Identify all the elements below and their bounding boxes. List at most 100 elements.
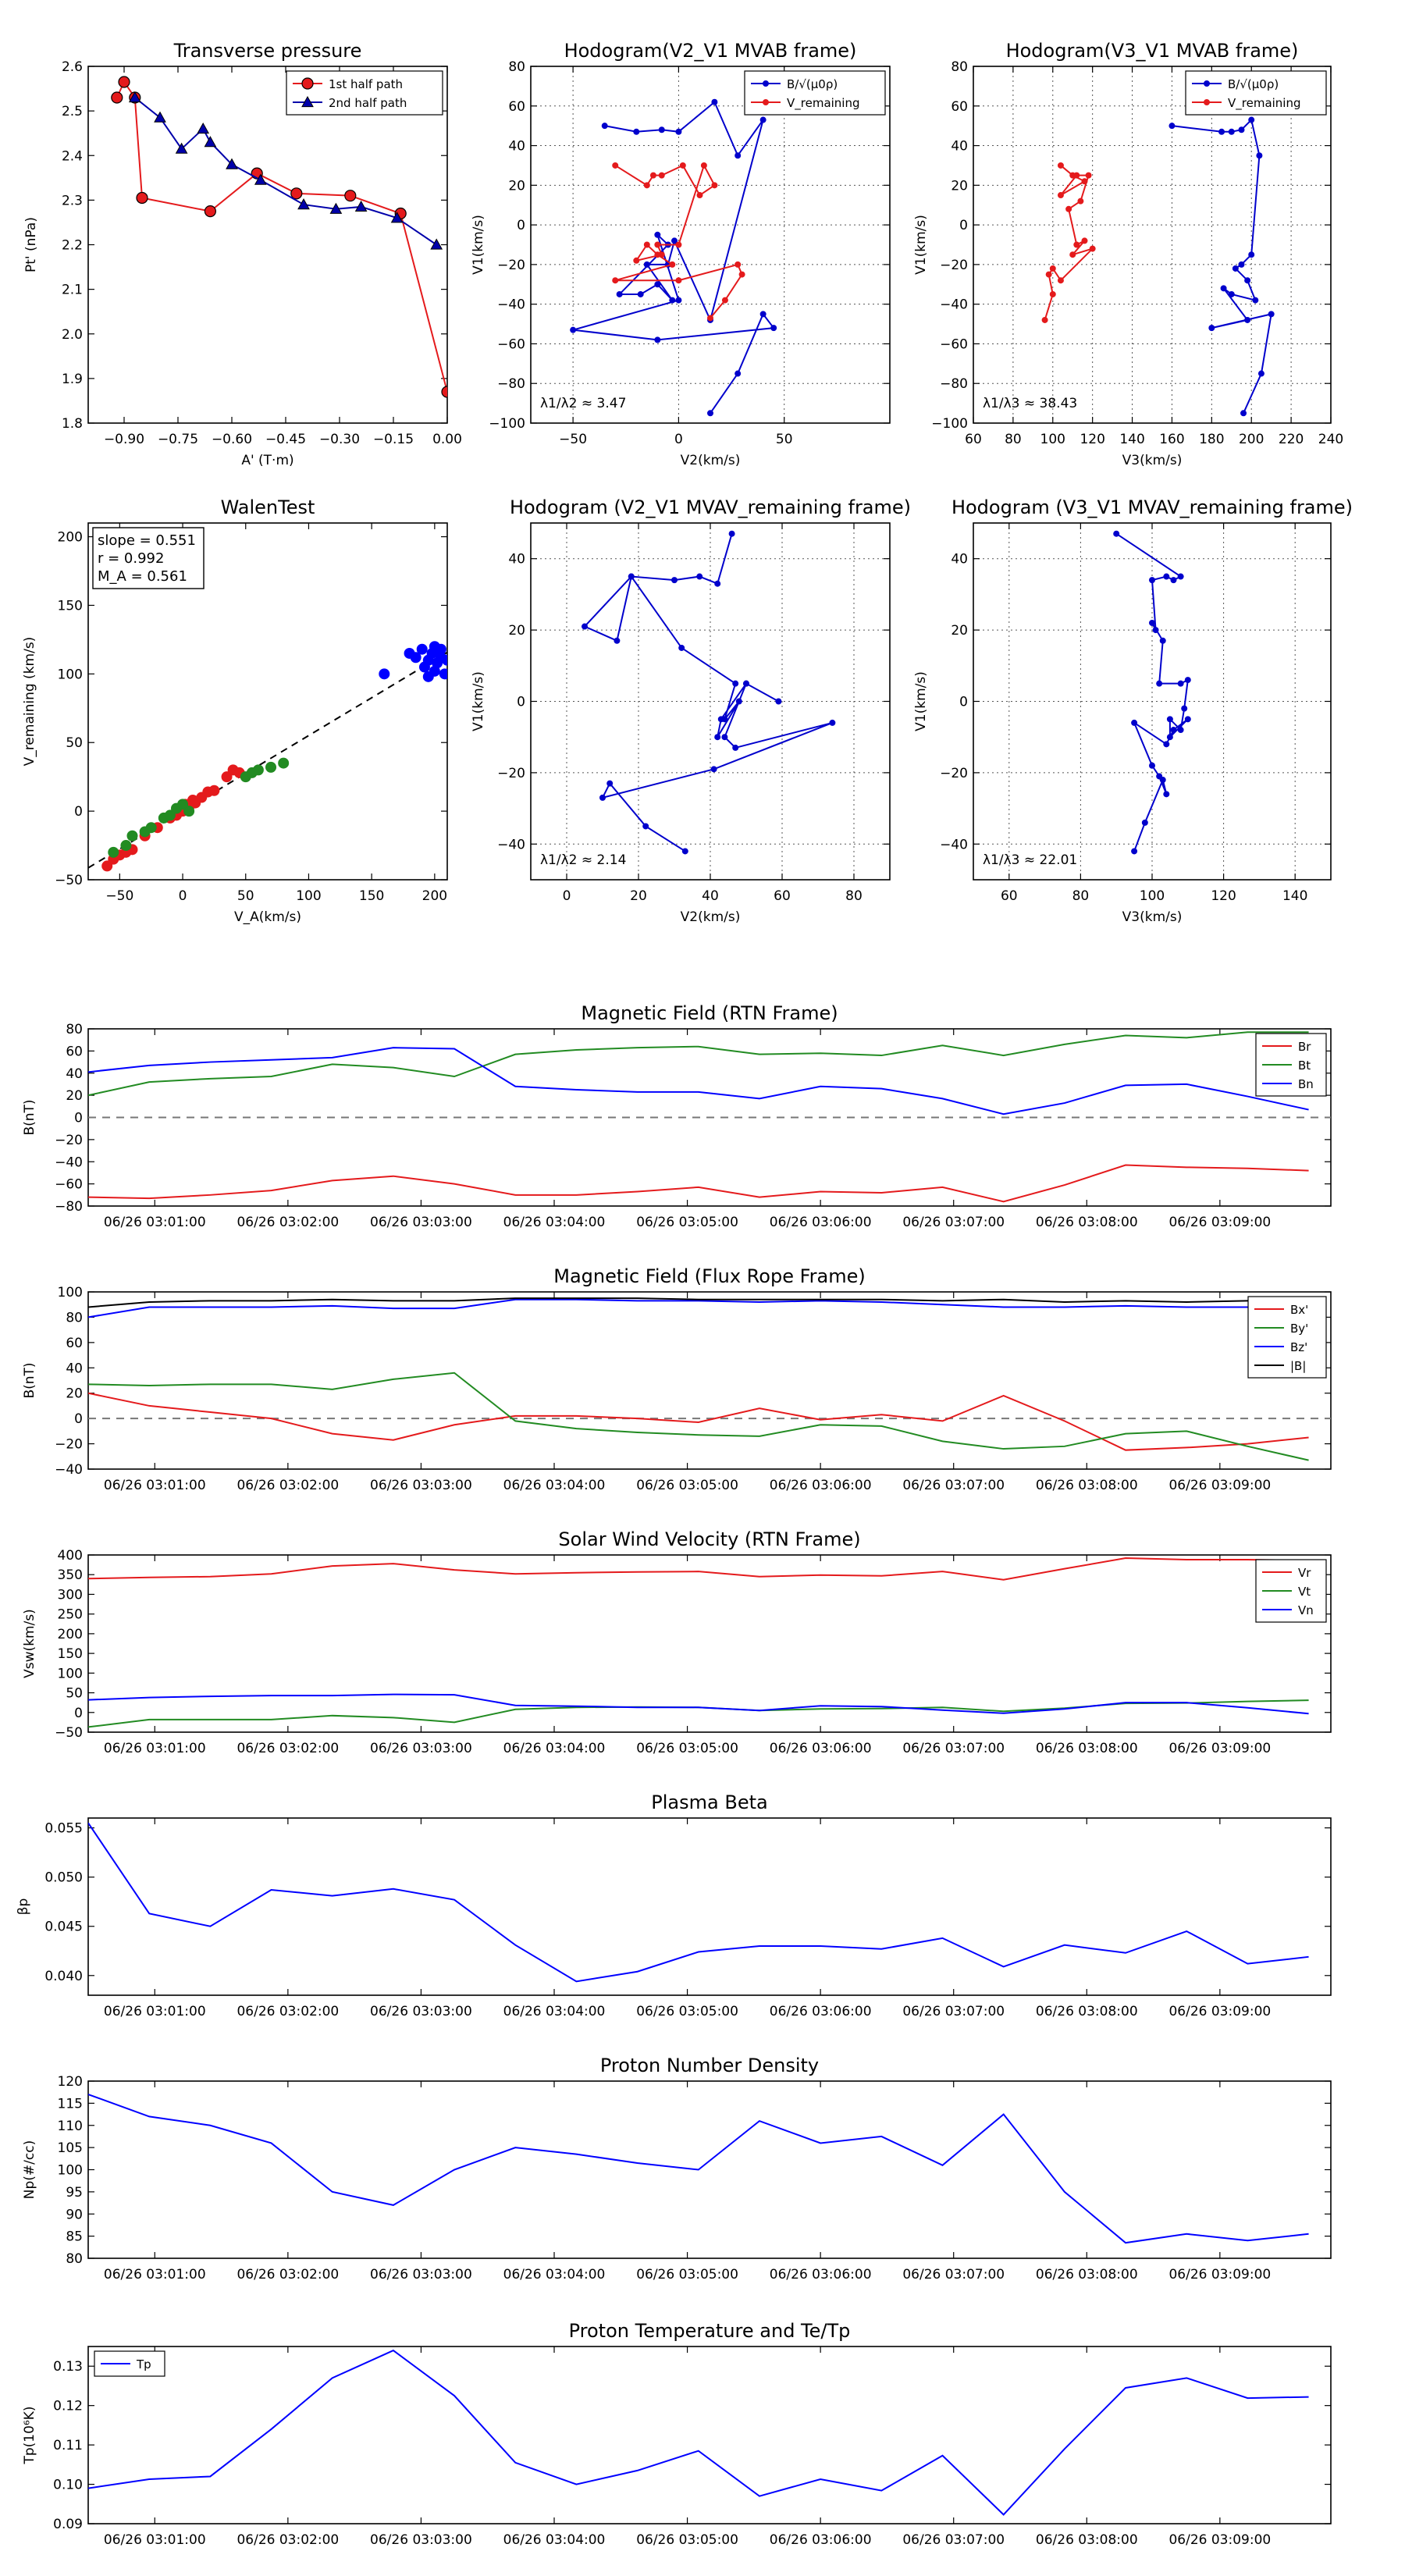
x-tick-label: 06/26 03:04:00 [503, 2267, 606, 2282]
y-tick-label: 2.3 [62, 193, 83, 208]
y-tick-label: 100 [58, 1285, 83, 1300]
data-point [1181, 705, 1188, 712]
x-tick-label: 06/26 03:04:00 [503, 1478, 606, 1493]
y-tick-label: 0.040 [44, 1969, 83, 1984]
data-point [1177, 727, 1184, 734]
y-tick-label: 20 [951, 623, 968, 639]
legend: Tp [94, 2350, 165, 2377]
plot-area [1041, 116, 1275, 417]
mag_rtn-panel: 06/26 03:01:00 06/26 03:02:00 06/26 03:03:… [22, 1002, 1332, 1230]
x-tick-label: 80 [1005, 432, 1022, 447]
y-tick-label: −20 [55, 1133, 83, 1148]
x-tick-label: 06/26 03:06:00 [770, 2004, 872, 2019]
data-point [1238, 126, 1245, 133]
y-tick-label: 60 [508, 99, 525, 115]
data-point [732, 680, 739, 687]
legend: B/√(μ0ρ) V_remaining [1185, 70, 1327, 116]
x-tick-label: 06/26 03:06:00 [770, 1478, 872, 1493]
legend-box [286, 70, 443, 116]
data-point [1057, 162, 1064, 169]
x-axis-label: A' (T·m) [241, 453, 293, 468]
data-point [1156, 680, 1163, 687]
x-tick-label: 06/26 03:09:00 [1168, 2004, 1271, 2019]
x-axis-label: V2(km/s) [681, 453, 741, 468]
data-point [1077, 197, 1084, 205]
y-tick-label: −80 [940, 376, 968, 392]
y-tick-label: −50 [55, 873, 83, 888]
y-tick-label: 0 [959, 695, 968, 710]
x-tick-label: 160 [1159, 432, 1184, 447]
data-point [732, 744, 739, 751]
data-point [1152, 627, 1159, 634]
x-tick-label: 06/26 03:02:00 [237, 2267, 339, 2282]
x-tick-label: 06/26 03:08:00 [1036, 1215, 1138, 1230]
y-tick-label: 200 [58, 530, 83, 546]
data-point [1170, 727, 1177, 734]
scatter-point [416, 643, 428, 655]
y-tick-label: −20 [940, 258, 968, 273]
x-tick-label: 06/26 03:03:00 [370, 2532, 472, 2548]
chart-title: Magnetic Field (Flux Rope Frame) [553, 1265, 865, 1287]
data-point [1149, 619, 1155, 626]
data-point [612, 162, 619, 169]
data-point [128, 91, 141, 103]
data-point [669, 297, 676, 304]
legend-label: B/√(μ0ρ) [787, 77, 838, 91]
x-tick-label: 06/26 03:04:00 [503, 2004, 606, 2019]
series-line [88, 1164, 1309, 1203]
y-tick-label: 0.12 [53, 2399, 83, 2414]
y-tick-label: 0.045 [44, 1920, 83, 1935]
data-point [728, 530, 735, 537]
y-axis-label: B(nT) [22, 1099, 37, 1135]
data-point [743, 680, 749, 687]
legend-label: Bx' [1290, 1303, 1308, 1317]
y-tick-label: −20 [497, 258, 525, 273]
y-tick-label: 40 [508, 139, 525, 155]
chart-title: Proton Temperature and Te/Tp [569, 2320, 851, 2342]
x-tick-label: 80 [845, 888, 863, 904]
x-tick-label: 140 [1119, 432, 1144, 447]
y-tick-label: 40 [66, 1066, 83, 1082]
legend-box [1247, 1296, 1327, 1379]
x-tick-label: 06/26 03:05:00 [636, 2004, 738, 2019]
x-tick-label: 06/26 03:03:00 [370, 1478, 472, 1493]
x-tick-label: 40 [702, 888, 719, 904]
data-point [612, 277, 619, 284]
data-point [1252, 297, 1259, 304]
x-tick-label: 06/26 03:07:00 [902, 1478, 1005, 1493]
x-tick-label: 100 [296, 888, 321, 904]
data-point [1240, 410, 1247, 417]
y-tick-label: 80 [66, 1022, 83, 1037]
y-tick-label: 20 [951, 178, 968, 194]
legend-label: By' [1290, 1322, 1308, 1336]
plot-area [582, 530, 836, 855]
scatter-point [164, 809, 176, 821]
data-point [759, 116, 767, 123]
data-point [197, 122, 210, 134]
plot-area [88, 641, 447, 872]
y-axis-label: Pt' (nPa) [23, 217, 39, 272]
x-tick-label: 100 [1140, 888, 1165, 904]
data-point [1131, 719, 1138, 726]
y-tick-label: 0.055 [44, 1821, 83, 1837]
y-tick-label: 400 [58, 1548, 83, 1564]
series-line [88, 1699, 1309, 1728]
data-point [671, 577, 678, 584]
y-axis-label: B(nT) [22, 1362, 37, 1398]
y-tick-label: −100 [489, 416, 525, 432]
data-point [643, 261, 650, 268]
plot-area [88, 1557, 1309, 1728]
data-point [675, 277, 682, 284]
y-tick-label: 20 [508, 623, 525, 639]
x-tick-label: 06/26 03:03:00 [370, 1741, 472, 1756]
x-tick-label: 06/26 03:03:00 [370, 2004, 472, 2019]
y-tick-label: 60 [66, 1336, 83, 1351]
legend-label: Tp [136, 2357, 151, 2371]
scatter-point [252, 764, 264, 776]
x-tick-label: 60 [774, 888, 791, 904]
data-point [1149, 762, 1155, 769]
plot-area [570, 98, 777, 417]
walen_test-panel: −50 0 50 100 150 200 −50 0 50 100 150 200 WalenTest V… [22, 496, 448, 925]
x-tick-label: −0.60 [212, 432, 252, 447]
x-tick-label: 06/26 03:08:00 [1036, 1478, 1138, 1493]
